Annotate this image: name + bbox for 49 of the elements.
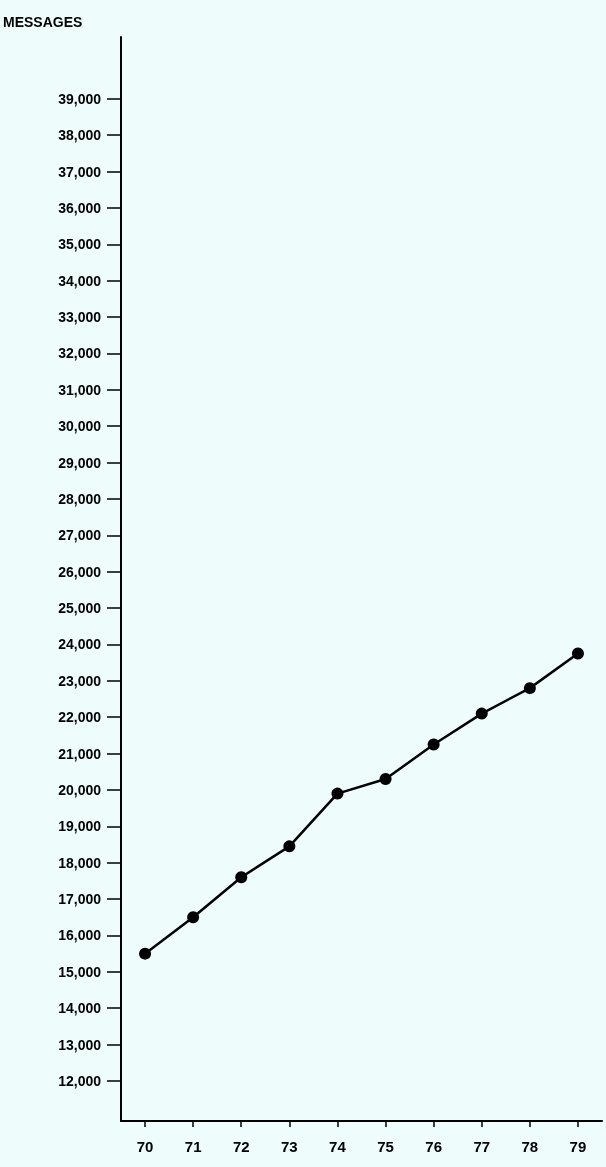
y-tick-label: 19,000: [58, 818, 102, 835]
point: [139, 947, 152, 960]
x-tick-label: 79: [569, 1138, 587, 1155]
x-tick-label: 76: [425, 1138, 442, 1155]
y-tick-label: 16,000: [58, 927, 102, 944]
point: [475, 707, 488, 720]
point: [571, 647, 584, 660]
x-tick-label: 77: [473, 1138, 491, 1155]
point: [331, 787, 344, 800]
y-tick-label: 27,000: [58, 527, 102, 544]
y-tick-label: 20,000: [58, 781, 102, 798]
y-tick-label: 24,000: [58, 636, 102, 653]
x-tick-label: 75: [377, 1138, 394, 1155]
y-tick-label: 37,000: [58, 163, 102, 180]
y-tick-label: 21,000: [58, 745, 102, 762]
point: [523, 682, 536, 695]
y-tick-label: 25,000: [58, 600, 102, 617]
y-tick-label: 31,000: [58, 381, 102, 398]
y-tick-label: 26,000: [58, 563, 102, 580]
point: [235, 871, 248, 884]
x-tick-label: 70: [136, 1138, 154, 1155]
y-tick-label: 18,000: [58, 854, 102, 871]
y-tick-label: 33,000: [58, 309, 102, 326]
y-tick-label: 34,000: [58, 272, 102, 289]
x-tick-label: 72: [232, 1138, 250, 1155]
y-axis-title: MESSAGES: [3, 14, 83, 30]
x-tick-label: 78: [521, 1138, 539, 1155]
y-tick-label: 30,000: [58, 418, 102, 435]
point: [427, 738, 440, 751]
x-tick-label: 73: [281, 1138, 298, 1155]
y-tick-label: 23,000: [58, 672, 102, 689]
point: [187, 911, 200, 924]
y-tick-label: 32,000: [58, 345, 102, 362]
y-tick-label: 14,000: [58, 1000, 102, 1017]
y-tick-label: 38,000: [58, 127, 102, 144]
y-tick-label: 13,000: [58, 1036, 102, 1053]
y-tick-label: 28,000: [58, 490, 102, 507]
y-tick-label: 35,000: [58, 236, 102, 253]
y-tick-label: 15,000: [58, 963, 102, 980]
y-tick-label: 17,000: [58, 891, 102, 908]
y-tick-label: 39,000: [58, 90, 102, 107]
x-tick-label: 71: [184, 1138, 202, 1155]
y-tick-label: 22,000: [58, 709, 102, 726]
y-tick-label: 36,000: [58, 199, 102, 216]
point: [379, 773, 392, 786]
y-tick-label: 12,000: [58, 1072, 102, 1089]
x-tick-label: 74: [329, 1138, 347, 1155]
y-tick-label: 29,000: [58, 454, 102, 471]
point: [283, 840, 296, 853]
